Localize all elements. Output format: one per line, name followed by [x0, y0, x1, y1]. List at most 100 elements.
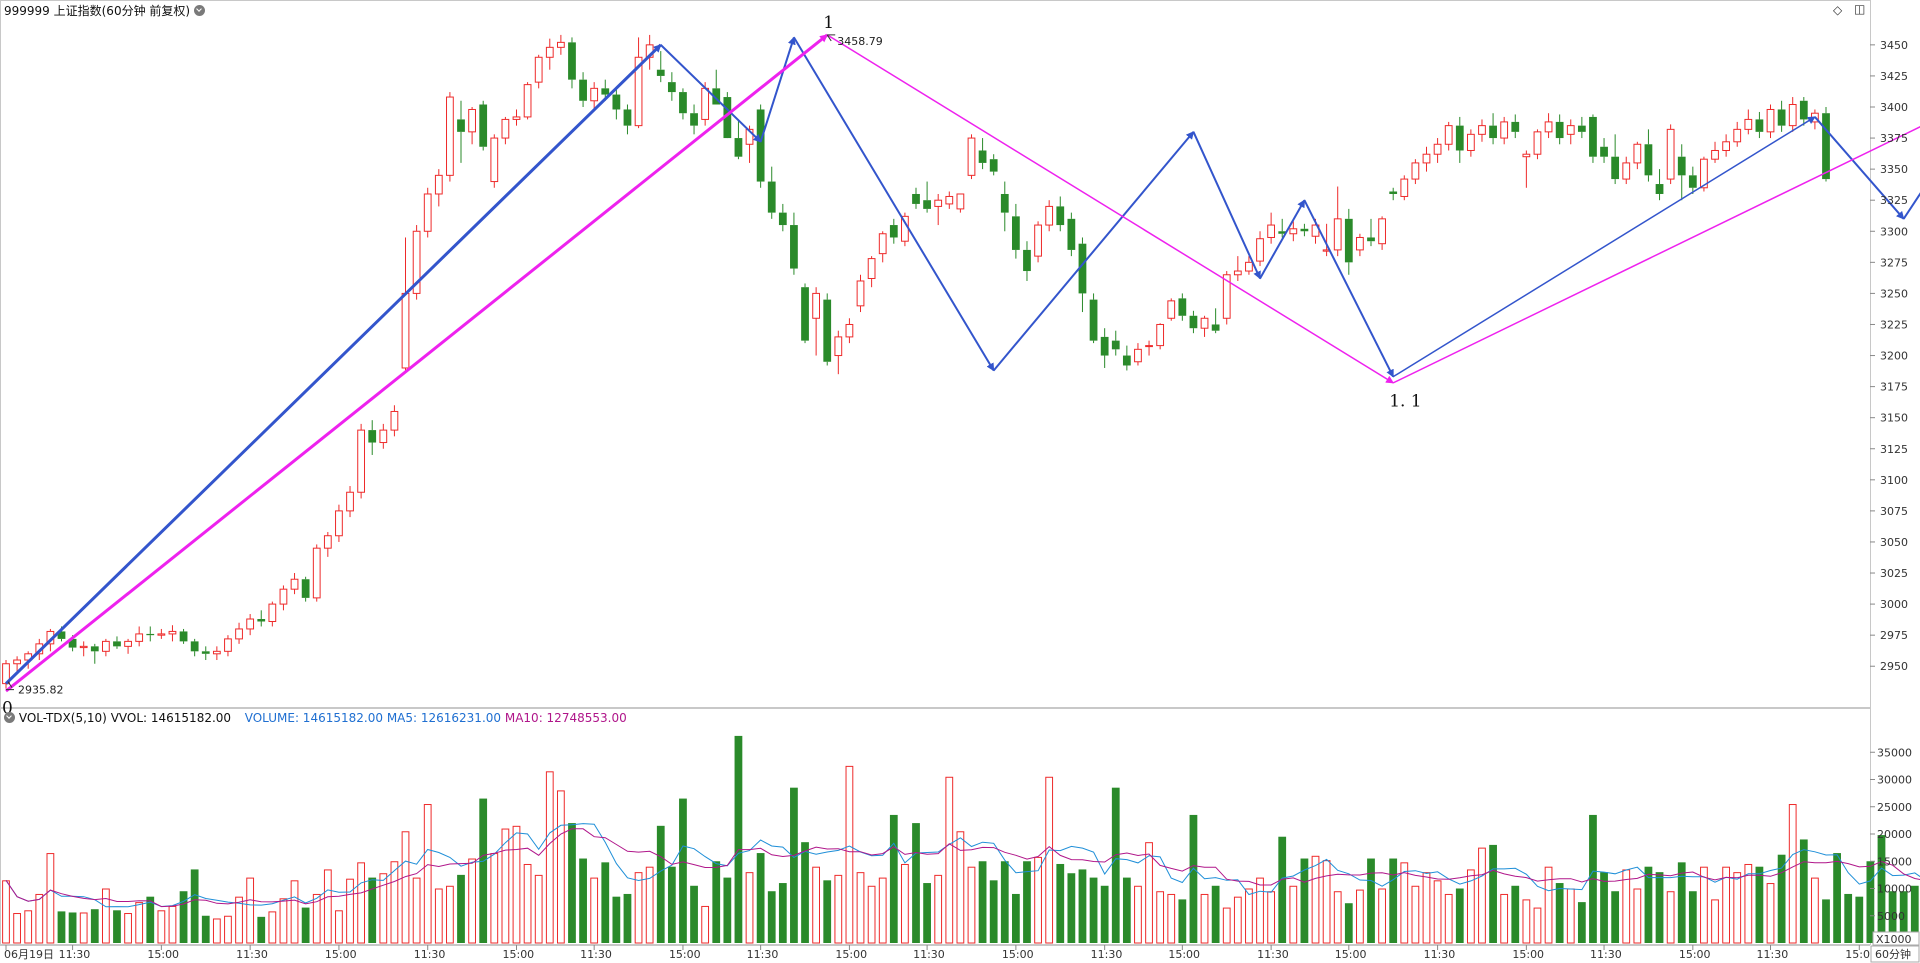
- candle: [889, 218, 898, 244]
- volume-bar: [1433, 880, 1442, 944]
- time-tick-label: 15:00: [669, 948, 701, 961]
- indicator-volume: VOLUME: 14615182.00: [244, 711, 383, 725]
- candle: [1067, 212, 1076, 257]
- volume-bar: [468, 858, 476, 944]
- candle-body: [368, 430, 377, 443]
- candle-body: [878, 233, 887, 255]
- candle: [168, 625, 177, 642]
- volume-bar: [1711, 899, 1719, 944]
- candle-body: [556, 41, 565, 48]
- candle: [446, 92, 454, 182]
- volume-bar: [1755, 866, 1764, 943]
- candle: [1167, 298, 1176, 321]
- time-tick-label: 11:30: [414, 948, 446, 961]
- candle-body: [656, 69, 665, 76]
- candle: [1411, 159, 1420, 185]
- candle-body: [1622, 162, 1631, 180]
- candle-body: [1211, 324, 1220, 331]
- candle: [1233, 256, 1242, 281]
- candle: [845, 318, 854, 344]
- candle-body: [790, 225, 798, 269]
- candle-body: [113, 641, 121, 647]
- volume-bar: [1833, 853, 1841, 943]
- candle-body: [1067, 218, 1076, 250]
- candle: [801, 283, 809, 344]
- candle-body: [468, 108, 476, 133]
- candle: [579, 72, 587, 107]
- candle-body: [1444, 125, 1453, 145]
- candle: [346, 486, 354, 518]
- volume-bar: [1700, 866, 1708, 944]
- panel-toggle-icon[interactable]: ◫: [1854, 2, 1866, 16]
- candle-body: [634, 56, 643, 127]
- diamond-icon[interactable]: ◇: [1833, 3, 1843, 17]
- time-axis: 06月19日 11:30 15:00 11:30 15:00 11:30 15:00 11:3…: [4, 945, 1920, 963]
- volume-bar: [712, 861, 721, 943]
- volume-bar: [1300, 858, 1309, 943]
- price-tick-label: 2950: [1880, 660, 1908, 673]
- candle: [790, 212, 798, 275]
- candle: [523, 82, 532, 120]
- candle-body: [523, 84, 532, 118]
- candle-body: [1666, 128, 1675, 180]
- candle-body: [1200, 317, 1209, 329]
- volume-bar: [1322, 860, 1331, 944]
- volume-bar: [479, 798, 488, 943]
- candle-body: [1655, 184, 1664, 194]
- candle: [1367, 218, 1375, 247]
- volume-bar: [390, 861, 399, 944]
- candle: [1211, 308, 1220, 334]
- candle: [623, 104, 632, 135]
- time-tick-label: 15:00: [1168, 948, 1200, 961]
- volume-bar: [901, 863, 909, 944]
- volume-bar: [1145, 842, 1153, 944]
- candle: [1644, 129, 1653, 182]
- candle: [268, 601, 277, 627]
- candle-body: [734, 138, 743, 157]
- volume-bar: [79, 912, 88, 944]
- price-tick-label: 3250: [1880, 287, 1908, 300]
- volume-bar: [956, 831, 965, 944]
- time-tick-label: 11:30: [1590, 948, 1622, 961]
- candle-body: [601, 88, 610, 95]
- candle-body: [1222, 274, 1231, 319]
- candle-body: [1744, 118, 1753, 130]
- indicator-menu-icon[interactable]: [4, 712, 15, 723]
- candle: [1122, 345, 1131, 371]
- candle: [1533, 129, 1542, 160]
- candle: [79, 641, 88, 657]
- volume-bar: [68, 912, 77, 943]
- candle: [1511, 114, 1520, 139]
- candle: [1056, 196, 1065, 232]
- candle-body: [68, 638, 77, 648]
- indicator-ma5: MA5: 12616231.00: [386, 711, 502, 725]
- volume-bar: [168, 905, 177, 944]
- volume-bar: [1311, 855, 1320, 944]
- candle: [257, 610, 266, 627]
- candle-body: [190, 641, 199, 652]
- volume-bar: [1555, 883, 1564, 943]
- volume-bar: [312, 893, 321, 944]
- candle-body: [623, 109, 632, 126]
- wave-line: [1392, 116, 1816, 378]
- chart-header: 999999 上证指数(60分钟 前复权): [4, 4, 205, 18]
- candle-body: [57, 631, 66, 639]
- candle-body: [1256, 238, 1264, 262]
- time-tick-label: 11:30: [1257, 948, 1289, 961]
- volume-ma-lines: [5, 823, 1920, 908]
- candle-body: [856, 280, 865, 307]
- volume-bar: [1156, 891, 1165, 944]
- candle-body: [667, 82, 676, 93]
- candle-body: [1788, 104, 1797, 127]
- volume-bar: [323, 869, 332, 944]
- volume-bar: [412, 877, 421, 944]
- volume-bar: [457, 874, 465, 943]
- price-tick-label: 3050: [1880, 536, 1908, 549]
- dropdown-icon[interactable]: [193, 5, 205, 16]
- volume-bar: [401, 831, 410, 944]
- time-tick-label: 15:00: [325, 948, 357, 961]
- price-tick-label: 3300: [1880, 225, 1908, 238]
- candle: [1744, 109, 1753, 135]
- volume-bar: [701, 905, 710, 944]
- volume-bar: [1000, 861, 1009, 943]
